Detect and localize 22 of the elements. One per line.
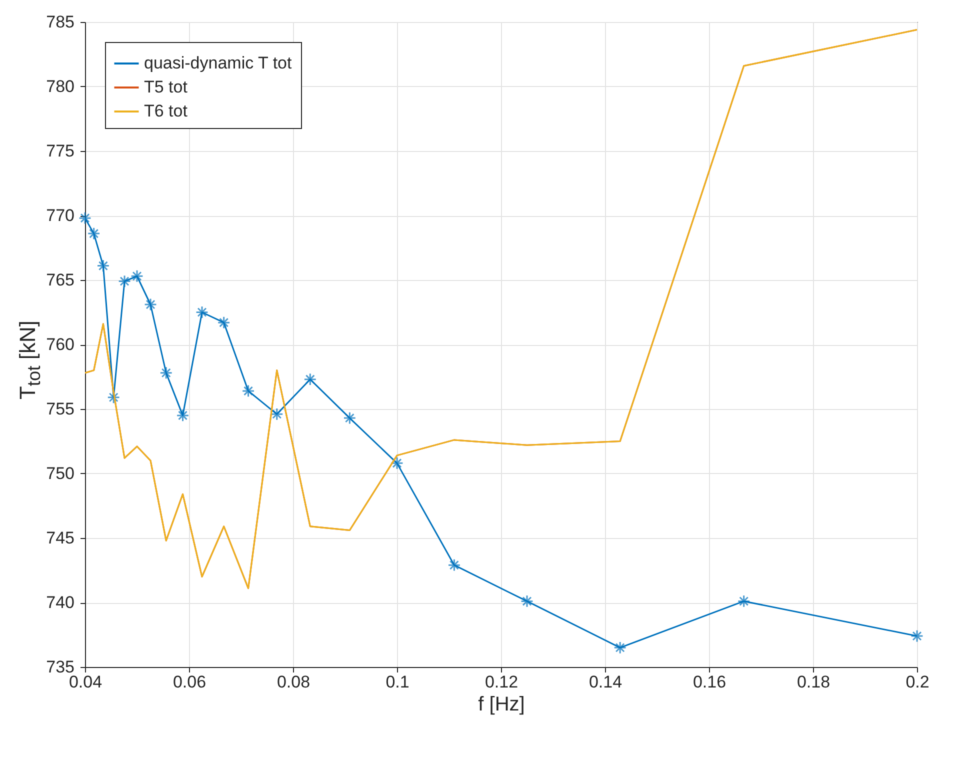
x-tick-label: 0.06 (172, 672, 206, 692)
y-tick-label: 760 (46, 335, 74, 354)
y-tick-label: 770 (46, 206, 74, 225)
x-tick-label: 0.2 (906, 672, 930, 692)
x-tick-label: 0.1 (386, 672, 410, 692)
y-tick-label: 755 (46, 400, 74, 418)
y-tick-label: 745 (46, 528, 74, 548)
x-tick-label: 0.16 (692, 672, 726, 692)
legend-label: T6 tot (144, 102, 188, 120)
y-tick-label: 785 (46, 12, 74, 32)
x-tick-label: 0.18 (796, 672, 830, 692)
legend-label: quasi-dynamic T tot (144, 54, 292, 72)
y-tick-label: 740 (46, 593, 74, 612)
y-tick-label: 750 (46, 464, 74, 483)
y-tick-label: 765 (46, 270, 74, 290)
legend-label: T5 tot (144, 78, 188, 96)
x-axis-title: f [Hz] (478, 694, 525, 716)
x-tick-label: 0.14 (588, 672, 622, 692)
y-tick-label: 775 (46, 142, 74, 160)
x-tick-label: 0.12 (484, 672, 518, 692)
x-tick-label: 0.08 (276, 672, 310, 692)
y-tick-label: 780 (46, 77, 74, 96)
